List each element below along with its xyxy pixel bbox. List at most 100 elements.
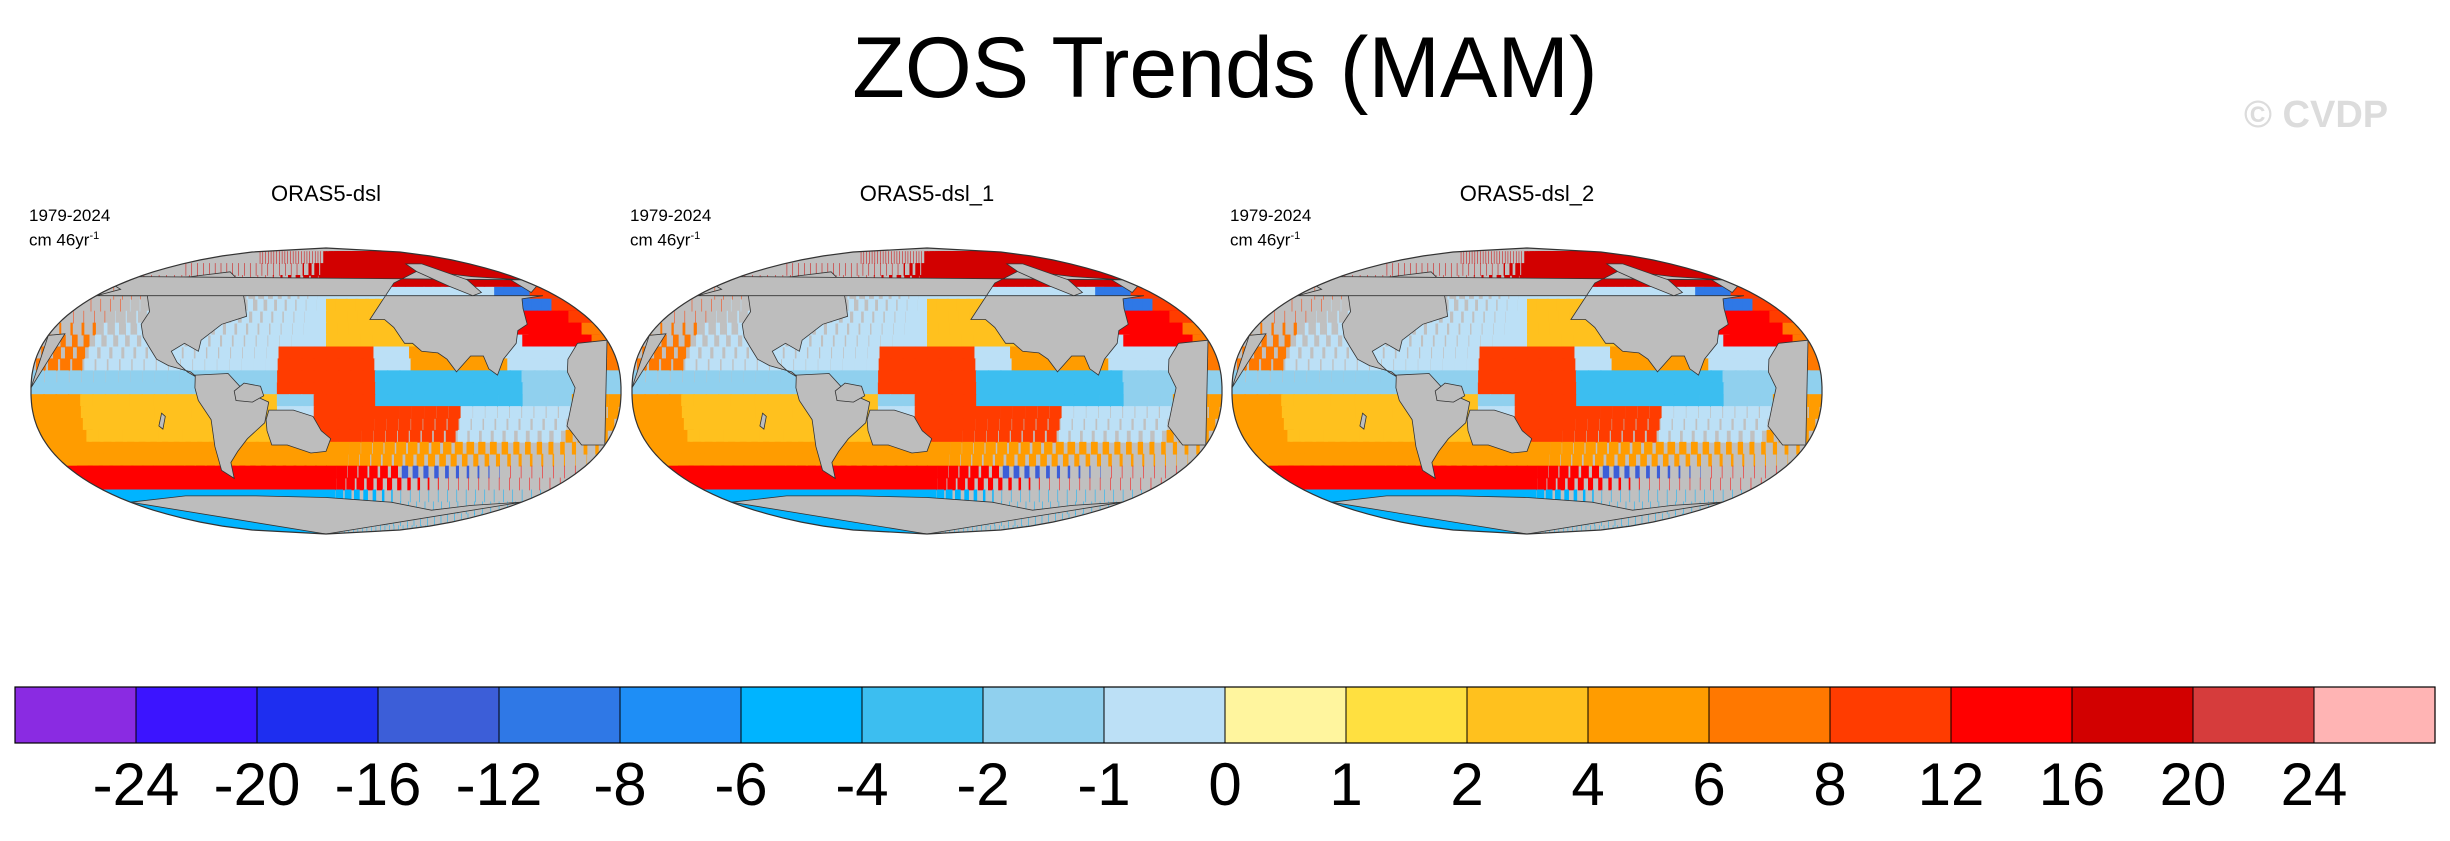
trend-cell	[1539, 382, 1553, 395]
panel-title-2: ORAS5-dsl_1	[859, 181, 995, 206]
trend-cell	[356, 477, 365, 491]
trend-cell	[673, 358, 684, 372]
trend-cell	[1486, 477, 1500, 491]
trend-cell	[32, 370, 45, 384]
trend-cell	[987, 418, 1000, 431]
trend-cell	[1503, 346, 1516, 360]
trend-cell	[987, 358, 1002, 372]
trend-cell	[1135, 406, 1147, 419]
trend-cell	[1516, 465, 1528, 479]
trend-cell	[1132, 358, 1148, 372]
trend-cell	[1445, 441, 1460, 455]
trend-cell	[326, 382, 340, 395]
trend-cell	[927, 489, 937, 503]
trend-cell	[1330, 334, 1338, 348]
trend-cell	[936, 298, 949, 312]
trend-cell	[1096, 453, 1101, 467]
trend-cell	[1111, 465, 1112, 479]
trend-cell	[1550, 441, 1562, 455]
trend-cell	[254, 429, 269, 443]
trend-cell	[1527, 370, 1541, 384]
trend-cell	[445, 429, 456, 443]
trend-cell	[821, 263, 823, 276]
trend-cell	[271, 465, 287, 479]
trend-cell	[915, 346, 928, 360]
trend-cell	[295, 477, 309, 491]
trend-cell	[1504, 251, 1506, 264]
trend-cell	[927, 310, 939, 324]
trend-cell	[818, 358, 831, 372]
trend-cell	[705, 394, 720, 407]
trend-cell	[990, 525, 991, 534]
trend-cell	[57, 370, 69, 384]
trend-cell	[859, 453, 874, 467]
trend-cell	[396, 441, 407, 455]
trend-cell	[914, 370, 928, 384]
trend-cell	[560, 441, 565, 455]
trend-cell	[1176, 453, 1177, 467]
trend-cell	[423, 418, 435, 431]
trend-cell	[1490, 382, 1504, 395]
trend-cell	[1094, 429, 1104, 443]
trend-cell	[871, 322, 882, 336]
trend-cell	[375, 406, 388, 419]
trend-cell	[353, 489, 360, 503]
trend-cell	[508, 418, 519, 431]
trend-cell	[1069, 477, 1070, 491]
trend-cell	[410, 358, 425, 372]
chart-title: ZOS Trends (MAM)	[852, 20, 1598, 116]
trend-cell	[291, 334, 304, 348]
trend-cell	[141, 334, 149, 348]
trend-cell	[411, 370, 426, 384]
trend-cell	[563, 453, 565, 467]
trend-cell	[1576, 394, 1590, 407]
trend-cell	[967, 525, 969, 534]
trend-cell	[129, 298, 131, 312]
trend-cell	[1662, 453, 1669, 467]
trend-cell	[1108, 358, 1124, 372]
trend-cell	[768, 418, 785, 431]
trend-cell	[92, 394, 107, 407]
trend-cell	[727, 322, 732, 336]
trend-cell	[337, 322, 350, 336]
trend-cell	[1418, 358, 1431, 372]
trend-cell	[1456, 263, 1458, 276]
trend-cell	[1091, 501, 1093, 515]
trend-cell	[1732, 489, 1733, 503]
map-plot-3	[1231, 247, 1823, 535]
trend-cell	[915, 322, 928, 336]
trend-cell	[721, 298, 722, 312]
trend-cell	[249, 263, 251, 276]
trend-cell	[1134, 370, 1149, 384]
trend-cell	[283, 310, 294, 324]
trend-cell	[417, 477, 421, 491]
trend-cell	[100, 346, 110, 360]
trend-cell	[1480, 263, 1481, 276]
trend-cell	[939, 406, 953, 419]
trend-cell	[1573, 441, 1585, 455]
trend-cell	[1111, 382, 1125, 395]
trend-cell	[880, 251, 881, 264]
trend-cell	[1514, 370, 1528, 384]
trend-cell	[781, 418, 797, 431]
trend-cell	[833, 263, 834, 276]
trend-cell	[1564, 489, 1569, 503]
trend-cell	[519, 477, 520, 491]
trend-cell	[1017, 453, 1026, 467]
trend-cell	[553, 465, 554, 479]
trend-cell	[68, 382, 81, 395]
trend-cell	[1392, 406, 1407, 419]
trend-cell	[448, 477, 449, 491]
trend-cell	[306, 251, 308, 264]
trend-cell	[742, 334, 750, 348]
trend-cell	[303, 453, 316, 467]
trend-cell	[1682, 429, 1692, 443]
trend-cell	[1550, 346, 1565, 360]
trend-cell	[407, 477, 411, 491]
trend-cell	[1488, 251, 1489, 264]
trend-cell	[1515, 453, 1528, 467]
trend-cell	[1690, 441, 1698, 455]
trend-cell	[509, 370, 524, 384]
trend-cell	[313, 406, 327, 419]
trend-cell	[292, 453, 306, 467]
